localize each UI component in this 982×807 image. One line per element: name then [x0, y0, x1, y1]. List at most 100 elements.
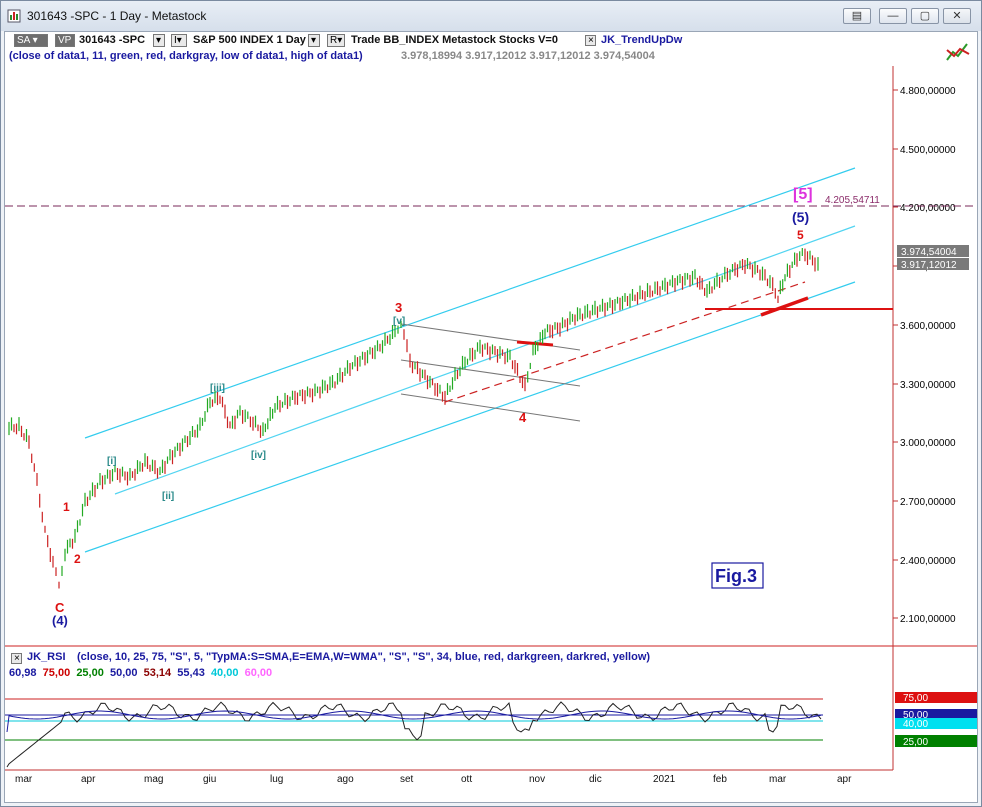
price-tag-bottom: [897, 258, 969, 270]
study-values: 3.978,18994 3.917,12012 3.917,12012 3.97…: [401, 50, 655, 62]
instrument-label: S&P 500 INDEX 1 Day: [193, 34, 306, 46]
price-tick-label: 4.200,00000: [900, 203, 956, 214]
time-axis: mar apr mag giu lug ago set ott nov dic …: [15, 774, 852, 785]
trend-channel: [84, 167, 856, 553]
rsi-line: [6, 701, 822, 768]
time-tick-label: feb: [713, 774, 727, 785]
interval-dropdown[interactable]: I▾: [171, 34, 187, 47]
time-tick-label: ago: [337, 774, 354, 785]
vp-button[interactable]: VP: [55, 34, 75, 47]
rsi-values: 60,98 75,00 25,00 50,00 53,14 55,43 40,0…: [9, 667, 272, 679]
study-close-icon[interactable]: ×: [585, 35, 596, 46]
sa-dropdown[interactable]: SA ▾: [14, 34, 48, 47]
time-tick-label: 2021: [653, 774, 676, 785]
i-label: I: [174, 35, 177, 46]
price-chart[interactable]: 4.800,00000 4.500,00000 4.200,00000 3.90…: [5, 32, 977, 802]
price-tick-label: 3.000,00000: [900, 438, 956, 449]
rsi-tag-40-label: 40,00: [903, 719, 928, 730]
minimize-button[interactable]: —: [879, 8, 907, 24]
r-label: R: [330, 35, 338, 46]
rsi-value-6: 55,43: [177, 667, 205, 679]
price-axis: 4.800,00000 4.500,00000 4.200,00000 3.90…: [893, 86, 956, 625]
rsi-value-4: 50,00: [109, 667, 138, 679]
price-tag-top: [897, 245, 969, 257]
price-tag-top-label: 3.974,54004: [901, 247, 957, 258]
time-tick-label: apr: [837, 774, 852, 785]
rsi-tag-50-label: 50,00: [903, 710, 928, 721]
price-bars: [8, 248, 819, 589]
rsi-tag-25: [895, 735, 977, 747]
time-tick-label: ott: [461, 774, 472, 785]
rsi-value-3: 25,00: [76, 667, 104, 679]
study-params: (close of data1, 11, green, red, darkgra…: [9, 50, 363, 62]
rsi-value-2: 75,00: [42, 667, 71, 679]
maximize-button[interactable]: ▢: [911, 8, 939, 24]
trade-info: Trade BB_INDEX Metastock Stocks V=0: [351, 34, 558, 46]
close-button[interactable]: ✕: [943, 8, 971, 24]
app-icon: [7, 9, 21, 23]
wave-label-c: C: [55, 600, 65, 615]
price-tick-label: 2.400,00000: [900, 556, 956, 567]
wave-label-ii: [ii]: [162, 491, 174, 502]
time-tick-label: mar: [769, 774, 787, 785]
instrument-dropdown-icon[interactable]: ▾: [308, 34, 320, 47]
study-name: JK_TrendUpDw: [601, 34, 683, 46]
price-tick-label: 3.300,00000: [900, 380, 956, 391]
correction-channel: [400, 323, 581, 422]
rsi-value-7: 40,00: [210, 667, 239, 679]
symbol-label: 301643 -SPC: [79, 34, 146, 46]
rsi-value-5: 53,14: [143, 667, 172, 679]
wave-label-paren-4: (4): [52, 613, 68, 628]
time-tick-label: mar: [15, 774, 33, 785]
sa-label: SA: [17, 35, 30, 46]
price-tick-label: 4.800,00000: [900, 86, 956, 97]
price-tick-label: 4.500,00000: [900, 145, 956, 156]
rsi-close-icon[interactable]: ×: [11, 653, 22, 664]
time-tick-label: nov: [529, 774, 545, 785]
r-dropdown[interactable]: R▾: [327, 34, 345, 47]
rsi-tag-75-label: 75,00: [903, 693, 928, 704]
price-tag-bottom-label: 3.917,12012: [901, 260, 957, 271]
time-tick-label: dic: [589, 774, 602, 785]
time-tick-label: set: [400, 774, 414, 785]
support-marker: [760, 296, 809, 317]
wave-label-1: 1: [63, 500, 70, 514]
resistance-level-label: 4.205,54711: [825, 195, 880, 206]
time-tick-label: giu: [203, 774, 216, 785]
wave-label-iii: [iii]: [210, 383, 225, 394]
rsi-pane: 75,00 50,00 40,00 25,00: [5, 692, 977, 768]
rsi-params: (close, 10, 25, 75, "S", 5, "TypMA:S=SMA…: [77, 651, 651, 663]
wave-label-2: 2: [74, 552, 81, 566]
wave-label-4: 4: [519, 410, 527, 425]
wave-label-paren-5: (5): [792, 209, 809, 225]
wave-label-bracket-5: [5]: [793, 186, 813, 203]
rsi-tag-75: [895, 692, 977, 703]
rsi-value-1: 60,98: [9, 667, 37, 679]
trend-dashed-line: [444, 281, 806, 403]
rsi-name: JK_RSI: [27, 651, 66, 663]
time-tick-label: apr: [81, 774, 96, 785]
wave-label-i: [i]: [107, 456, 116, 467]
symbol-dropdown-icon[interactable]: ▾: [153, 34, 165, 47]
rsi-tag-50: [895, 709, 977, 720]
chart-area[interactable]: SA ▾ VP 301643 -SPC ▾ I▾ S&P 500 INDEX 1…: [4, 31, 978, 803]
window-title: 301643 -SPC - 1 Day - Metastock: [27, 9, 207, 23]
time-tick-label: mag: [144, 774, 163, 785]
vp-label: VP: [58, 35, 72, 46]
rsi-tag-40: [895, 718, 977, 729]
rsi-ma-line: [6, 710, 822, 733]
price-tick-label: 2.700,00000: [900, 497, 956, 508]
fig-label: Fig.3: [715, 566, 757, 586]
price-tick-label: 2.100,00000: [900, 614, 956, 625]
wave-label-v: [v]: [393, 316, 405, 327]
wave-label-5: 5: [797, 228, 804, 242]
wave-label-3: 3: [395, 300, 402, 315]
price-tick-label: 3.600,00000: [900, 321, 956, 332]
rsi-tag-25-label: 25,00: [903, 737, 928, 748]
trend-tool-icon[interactable]: [945, 40, 971, 64]
time-tick-label: lug: [270, 774, 283, 785]
title-bar: 301643 -SPC - 1 Day - Metastock ▤ — ▢ ✕: [1, 1, 981, 31]
fig-label-box: [711, 562, 764, 589]
restore-layout-button[interactable]: ▤: [843, 8, 871, 24]
